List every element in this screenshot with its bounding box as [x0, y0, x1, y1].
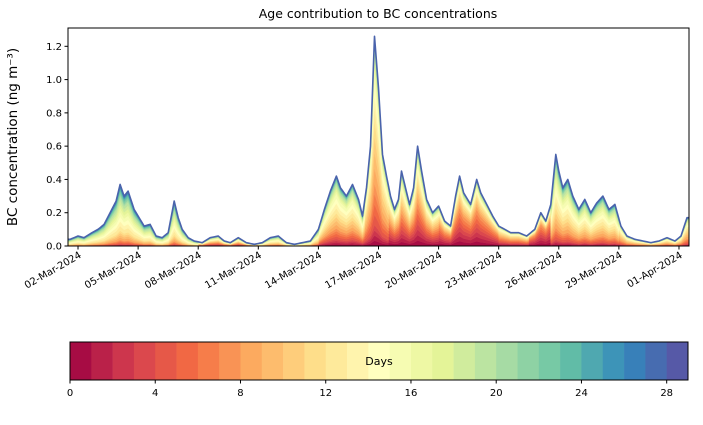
y-tick-label: 0.8: [46, 108, 62, 119]
x-tick-label: 02-Mar-2024: [23, 250, 84, 291]
colorbar-segment: [410, 342, 433, 380]
colorbar-segment: [581, 342, 604, 380]
colorbar-segment: [496, 342, 518, 380]
total-bc-line: [68, 35, 689, 246]
x-tick-label: 29-Mar-2024: [564, 250, 625, 291]
x-tick-label: 14-Mar-2024: [263, 250, 324, 291]
colorbar-tick-label: 24: [575, 388, 588, 399]
colorbar-segment: [112, 342, 135, 380]
x-tick-label: 05-Mar-2024: [83, 250, 144, 291]
colorbar-border: [69, 341, 689, 381]
colorbar-segment: [70, 342, 92, 380]
colorbar-segment: [368, 342, 390, 380]
axes-layer: 0.0 0.2 0.4 0.6 0.8 1.0 1.2 02-Mar-2024 05-Mar-2…: [23, 27, 690, 291]
colorbar-segment: [176, 342, 199, 380]
colorbar-segment: [91, 342, 113, 380]
colorbar-segment: [474, 342, 497, 380]
colorbar-segment: [197, 342, 220, 380]
x-tick-label: 26-Mar-2024: [504, 250, 565, 291]
colorbar-segment: [666, 342, 689, 380]
colorbar-segment: [155, 342, 177, 380]
y-tick-label: 1.2: [46, 42, 62, 53]
colorbar-segment: [560, 342, 582, 380]
y-tick-label: 0.6: [46, 142, 62, 153]
colorbar-segment: [645, 342, 667, 380]
y-axis-label: BC concentration (ng m⁻³): [5, 48, 21, 226]
colorbar-tick-label: 12: [319, 388, 332, 399]
y-tick-label: 0.0: [46, 242, 62, 253]
colorbar-segment: [432, 342, 454, 380]
colorbar-segment: [325, 342, 348, 380]
colorbar-tick-label: 4: [152, 388, 158, 399]
colorbar-segment: [347, 342, 369, 380]
stacked-area-layer: [67, 35, 690, 247]
colorbar-tick-label: 20: [490, 388, 503, 399]
colorbar-segment: [304, 342, 327, 380]
colorbar-segment: [453, 342, 476, 380]
colorbar-segment: [517, 342, 540, 380]
colorbar: 0 4 8 12 16 20 24 28: [67, 341, 689, 399]
colorbar-tick-label: 28: [660, 388, 673, 399]
x-tick-label: 20-Mar-2024: [383, 250, 444, 291]
colorbar-segment: [283, 342, 305, 380]
colorbar-segment: [538, 342, 561, 380]
colorbar-segment: [389, 342, 412, 380]
colorbar-segment: [261, 342, 284, 380]
colorbar-tick-label: 0: [67, 388, 73, 399]
colorbar-segment: [602, 342, 625, 380]
y-tick-label: 0.4: [46, 175, 62, 186]
x-tick-label: 11-Mar-2024: [203, 250, 264, 291]
y-tick-label: 0.2: [46, 208, 62, 219]
colorbar-segment: [133, 342, 156, 380]
colorbar-tick-label: 16: [405, 388, 418, 399]
colorbar-segment: [624, 342, 646, 380]
x-tick-label: 17-Mar-2024: [323, 250, 384, 291]
colorbar-segment: [240, 342, 263, 380]
chart-title: Age contribution to BC concentrations: [259, 6, 498, 21]
x-tick-label: 08-Mar-2024: [143, 250, 204, 291]
colorbar-tick-label: 8: [237, 388, 243, 399]
colorbar-label: Days: [365, 355, 393, 368]
x-tick-label: 01-Apr-2024: [625, 250, 684, 290]
x-tick-label: 23-Mar-2024: [444, 250, 505, 291]
colorbar-segment: [219, 342, 241, 380]
y-tick-label: 1.0: [46, 75, 62, 86]
